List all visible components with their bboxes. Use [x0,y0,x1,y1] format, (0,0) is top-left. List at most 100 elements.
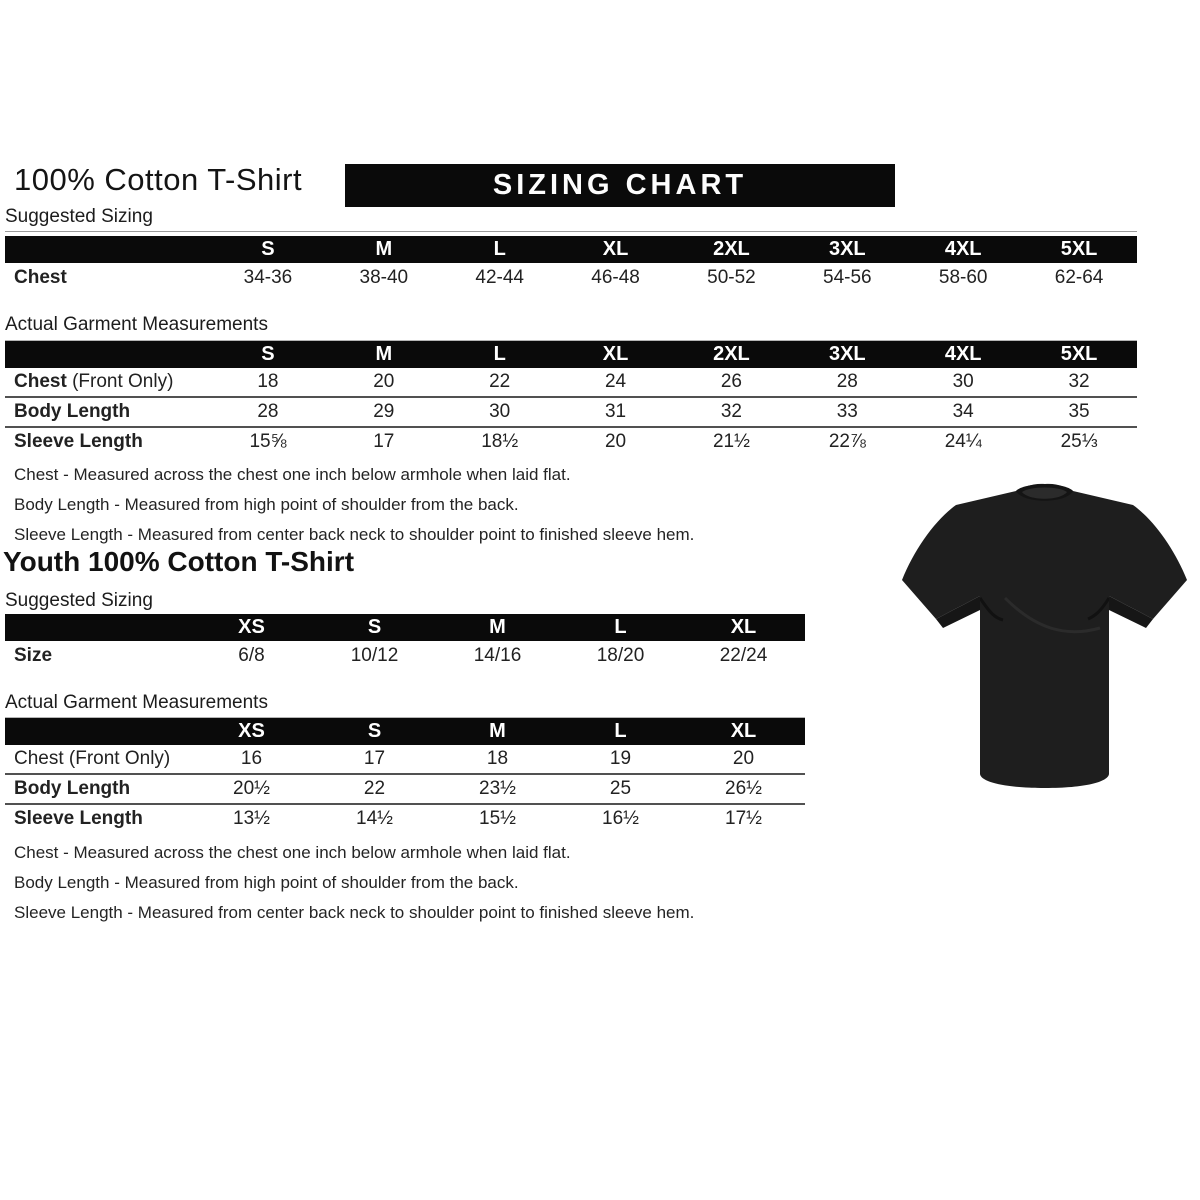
measure-value: 20 [373,371,395,392]
measure-value: 26 [720,371,742,392]
size-col-header: 3XL [789,236,906,263]
size-col-header: L [441,236,558,263]
row-label: Body Length [5,396,210,427]
measure-value: 28 [836,371,858,392]
measure-value: 34 [905,396,1022,427]
youth-suggested-sizing-label: Suggested Sizing [5,590,805,616]
size-col-header: S [313,614,436,641]
note-sleeve-length: Sleeve Length - Measured from center bac… [14,525,695,544]
size-col-header: 5XL [1021,340,1137,368]
youth-actual-measurements-table: XS S M L XL Chest (Front Only) 16 17 18 … [5,717,805,833]
measure-value: 17½ [682,803,805,833]
body-length-row: Body Length 28 29 30 31 32 33 34 35 [5,396,1137,427]
size-col-header: S [313,717,436,745]
chest-range-value: 54-56 [823,267,872,288]
size-header-row: S M L XL 2XL 3XL 4XL 5XL [5,236,1137,263]
adult-actual-measurements-label: Actual Garment Measurements [5,314,268,335]
size-col-header: M [436,717,559,745]
note-body-length: Body Length - Measured from high point o… [14,495,519,514]
header-spacer [5,340,210,368]
size-col-header: L [559,614,682,641]
chest-range-value: 46-48 [591,267,640,288]
size-col-header: S [210,340,326,368]
chest-measurement-row: Chest (Front Only) 18 20 22 24 26 28 30 … [5,368,1137,397]
measure-value: 28 [210,396,326,427]
youth-size-row: Size 6/8 10/12 14/16 18/20 22/24 [5,641,805,671]
youth-size-value: 18/20 [596,645,645,666]
size-col-header: M [325,340,442,368]
measure-value: 20 [557,426,674,456]
size-col-header: XL [682,717,805,745]
measure-value: 18½ [441,426,558,456]
adult-actual-measurements-table: S M L XL 2XL 3XL 4XL 5XL Chest (Front On… [5,340,1137,456]
measure-value: 15½ [436,803,559,833]
size-col-header: M [325,236,442,263]
sleeve-length-row: Sleeve Length 15⅝ 17 18½ 20 21½ 22⅞ 24¼ … [5,426,1137,456]
sizing-chart-banner: SIZING CHART [345,164,895,207]
row-label: Size [14,645,53,666]
adult-suggested-sizing-table: S M L XL 2XL 3XL 4XL 5XL Chest 34-36 38-… [5,236,1137,293]
sleeve-length-row: Sleeve Length 13½ 14½ 15½ 16½ 17½ [5,803,805,833]
note-chest: Chest - Measured across the chest one in… [14,843,571,862]
measure-value: 29 [325,396,442,427]
chest-range-value: 62-64 [1054,267,1104,288]
row-label: Body Length [5,773,190,804]
size-col-header: XS [190,614,313,641]
chest-range-value: 50-52 [707,267,756,288]
measure-value: 18 [486,748,509,769]
youth-size-value: 14/16 [473,645,522,666]
youth-size-value: 10/12 [350,645,399,666]
measure-value: 22⅞ [789,426,906,456]
measure-value: 24¼ [905,426,1022,456]
size-header-row: S M L XL 2XL 3XL 4XL 5XL [5,340,1137,368]
note-body-length: Body Length - Measured from high point o… [14,873,519,892]
size-col-header: L [559,717,682,745]
tshirt-body [902,483,1187,788]
size-col-header: 2XL [673,340,790,368]
measure-value: 15⅝ [210,426,326,456]
size-col-header: L [441,340,558,368]
measure-value: 17 [363,748,386,769]
chest-range-value: 38-40 [359,267,409,288]
youth-size-value: 22/24 [719,645,768,666]
measure-value: 32 [1068,371,1090,392]
chest-range-value: 42-44 [475,267,524,288]
measure-value: 35 [1021,396,1137,427]
row-label: Chest [14,267,67,288]
black-tshirt-photo [895,478,1195,800]
chest-range-value: 58-60 [938,267,988,288]
measure-value: 25 [559,773,682,804]
tshirt-wrinkle [978,597,1111,622]
header-spacer [5,717,190,745]
measure-value: 13½ [190,803,313,833]
measure-value: 16 [240,748,263,769]
row-label: Chest (Front Only) [14,371,174,392]
page-title: 100% Cotton T-Shirt [14,162,303,197]
body-length-row: Body Length 20½ 22 23½ 25 26½ [5,773,805,804]
adult-measurement-notes: Chest - Measured across the chest one in… [14,460,694,550]
row-label: Sleeve Length [5,803,190,833]
tshirt-wrinkle [1003,596,1101,634]
size-col-header: XL [557,340,674,368]
youth-measurement-notes: Chest - Measured across the chest one in… [14,838,694,928]
measure-value: 25⅓ [1021,426,1137,456]
size-header-row: XS S M L XL [5,717,805,745]
measure-value: 26½ [682,773,805,804]
youth-size-value: 6/8 [238,645,265,666]
note-sleeve-length: Sleeve Length - Measured from center bac… [14,903,695,922]
measure-value: 22 [489,371,511,392]
measure-value: 31 [557,396,674,427]
measure-value: 20½ [190,773,313,804]
measure-value: 33 [789,396,906,427]
size-col-header: 4XL [905,236,1022,263]
measure-value: 14½ [313,803,436,833]
tshirt-image [902,483,1187,788]
measure-value: 17 [325,426,442,456]
size-col-header: XL [682,614,805,641]
measure-value: 24 [604,371,627,392]
chest-measurement-row: Chest (Front Only) 16 17 18 19 20 [5,745,805,774]
measure-value: 21½ [673,426,790,456]
size-col-header: 3XL [789,340,906,368]
size-col-header: 5XL [1021,236,1137,263]
